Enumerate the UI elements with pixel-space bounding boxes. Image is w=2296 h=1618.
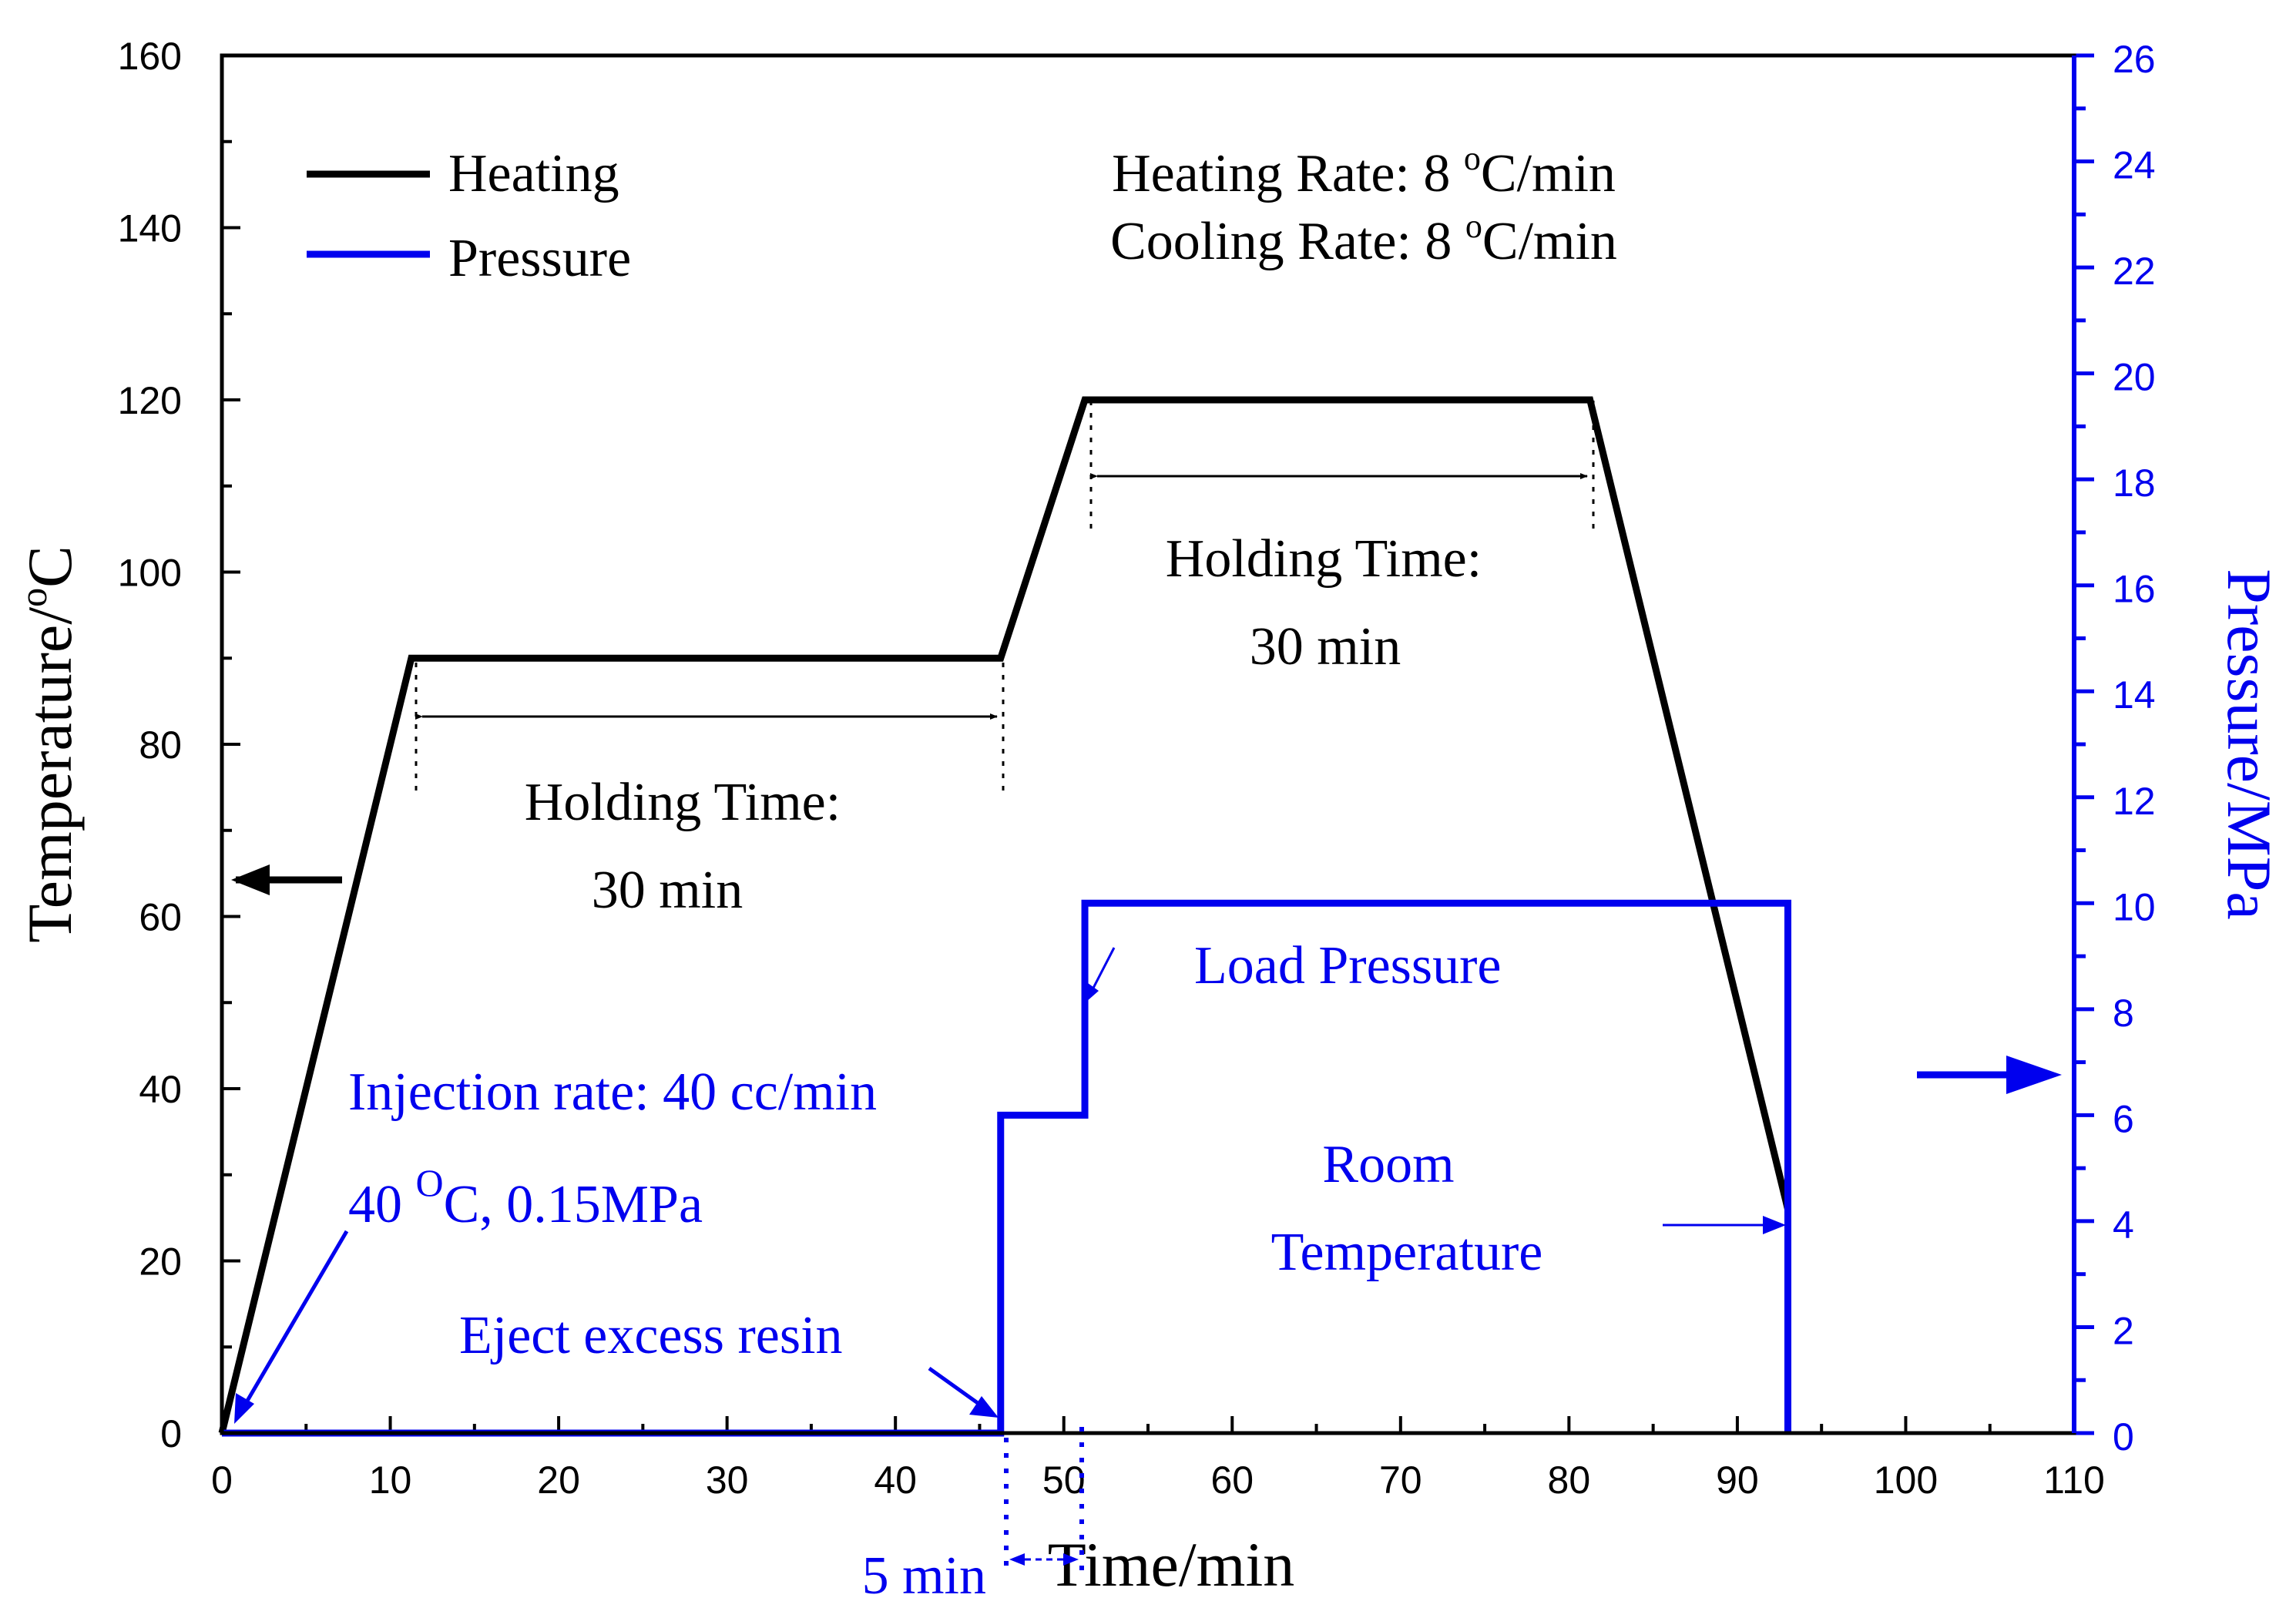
- x-tick-label: 30: [706, 1459, 749, 1502]
- y-right-tick-label: 2: [2113, 1309, 2134, 1352]
- svg-text:Pressure/MPa: Pressure/MPa: [2214, 569, 2284, 920]
- legend: Heating Pressure: [307, 144, 631, 288]
- injection-cond-a: 40: [348, 1175, 416, 1234]
- x-tick-label: 20: [537, 1459, 580, 1502]
- y-right-tick-label: 20: [2113, 356, 2156, 399]
- load-pressure-text: Load Pressure: [1194, 936, 1502, 995]
- y-left-tick-label: 100: [118, 552, 182, 595]
- heating-rate-label: Heating Rate: 8: [1112, 144, 1464, 203]
- holding2-line1: Holding Time:: [1166, 529, 1482, 589]
- y-left-tick-label: 60: [139, 896, 182, 939]
- y-left-tick-label: 160: [118, 35, 182, 78]
- y-right-tick-label: 18: [2113, 462, 2156, 505]
- x-tick-label: 80: [1548, 1459, 1591, 1502]
- cooling-rate-unit: C/min: [1482, 212, 1617, 271]
- heating-rate-text: Heating Rate: 8 oC/min: [1112, 139, 1616, 203]
- eject-arrowhead: [969, 1396, 999, 1418]
- y-left-tick-label: 140: [118, 207, 182, 250]
- y-left-tick-label: 120: [118, 379, 182, 422]
- x-tick-label: 110: [2043, 1459, 2105, 1502]
- y-right-tick-label: 6: [2113, 1097, 2134, 1140]
- y-left-title-text: Temperature/: [15, 607, 85, 943]
- right-axis-arrowhead: [2006, 1056, 2062, 1094]
- y-right-tick-label: 8: [2113, 992, 2134, 1035]
- series-lines: [218, 396, 1791, 1437]
- room-line2: Temperature: [1271, 1223, 1543, 1282]
- load-pressure-arrowhead: [1086, 983, 1099, 1002]
- y-right-tick-label: 4: [2113, 1203, 2134, 1247]
- holding1-line1: Holding Time:: [525, 773, 841, 832]
- cooling-rate-label: Cooling Rate: 8: [1110, 212, 1465, 271]
- y-right-tick-label: 14: [2113, 673, 2156, 717]
- cooling-rate-text: Cooling Rate: 8 oC/min: [1110, 207, 1617, 271]
- holding2-line2: 30 min: [1250, 617, 1401, 676]
- x-tick-label: 50: [1042, 1459, 1086, 1502]
- holding1-line2: 30 min: [592, 861, 743, 920]
- room-arrowhead: [1763, 1216, 1786, 1234]
- x-tick-label: 90: [1716, 1459, 1759, 1502]
- injection-cond-b: C, 0.15MPa: [444, 1175, 703, 1234]
- injection-cond-text: 40 OC, 0.15MPa: [348, 1161, 703, 1234]
- five-min-text: 5 min: [862, 1546, 986, 1606]
- x-tick-label: 100: [1874, 1459, 1938, 1502]
- room-line1: Room: [1322, 1135, 1454, 1194]
- series-pressure-line: [222, 899, 1791, 1437]
- x-tick-label: 70: [1379, 1459, 1422, 1502]
- y-right-tick-label: 10: [2113, 885, 2156, 928]
- y-left-tick-label: 40: [139, 1068, 182, 1111]
- injection-rate-text: Injection rate: 40 cc/min: [348, 1062, 877, 1122]
- y-right-tick-label: 12: [2113, 780, 2156, 823]
- x-tick-label: 10: [369, 1459, 412, 1502]
- y-right-tick-label: 16: [2113, 568, 2156, 611]
- five-min-arrowhead-right: [1063, 1553, 1079, 1566]
- x-tick-label: 40: [874, 1459, 917, 1502]
- svg-text:Temperature/oC: Temperature/oC: [12, 545, 85, 943]
- x-tick-label: 0: [211, 1459, 233, 1502]
- legend-label-pressure: Pressure: [448, 229, 631, 288]
- eject-arrow: [928, 1366, 985, 1409]
- five-min-arrowhead-left: [1009, 1553, 1025, 1566]
- y-left-tick-label: 0: [160, 1412, 182, 1455]
- legend-label-heating: Heating: [448, 144, 619, 203]
- series-heating-line: [218, 396, 1791, 1435]
- y-left-axis-title: Temperature/oC: [12, 545, 85, 943]
- injection-cond-sup: O: [416, 1161, 444, 1204]
- axis-ticks: 0 10 20 30 40 50 60 70 80 90 100 110020406080100120…: [118, 35, 2156, 1502]
- heating-rate-sup: o: [1464, 139, 1481, 177]
- injection-arrow: [240, 1230, 349, 1412]
- y-right-axis-title: Pressure/MPa: [2214, 569, 2284, 920]
- injection-arrowhead: [234, 1393, 254, 1424]
- y-left-tick-label: 20: [139, 1240, 182, 1284]
- y-left-tick-label: 80: [139, 723, 182, 767]
- left-axis-arrowhead: [231, 864, 270, 895]
- y-right-tick-label: 0: [2113, 1415, 2134, 1459]
- cooling-rate-sup: o: [1465, 207, 1482, 245]
- y-right-tick-label: 24: [2113, 144, 2156, 187]
- y-left-title-unit: C: [15, 545, 85, 588]
- heating-rate-unit: C/min: [1481, 144, 1616, 203]
- x-tick-label: 60: [1210, 1459, 1254, 1502]
- y-right-tick-label: 26: [2113, 38, 2156, 81]
- y-right-tick-label: 22: [2113, 250, 2156, 293]
- eject-text: Eject excess resin: [459, 1306, 843, 1365]
- x-axis-title: Time/min: [1048, 1529, 1295, 1600]
- y-left-title-sup: o: [12, 588, 55, 607]
